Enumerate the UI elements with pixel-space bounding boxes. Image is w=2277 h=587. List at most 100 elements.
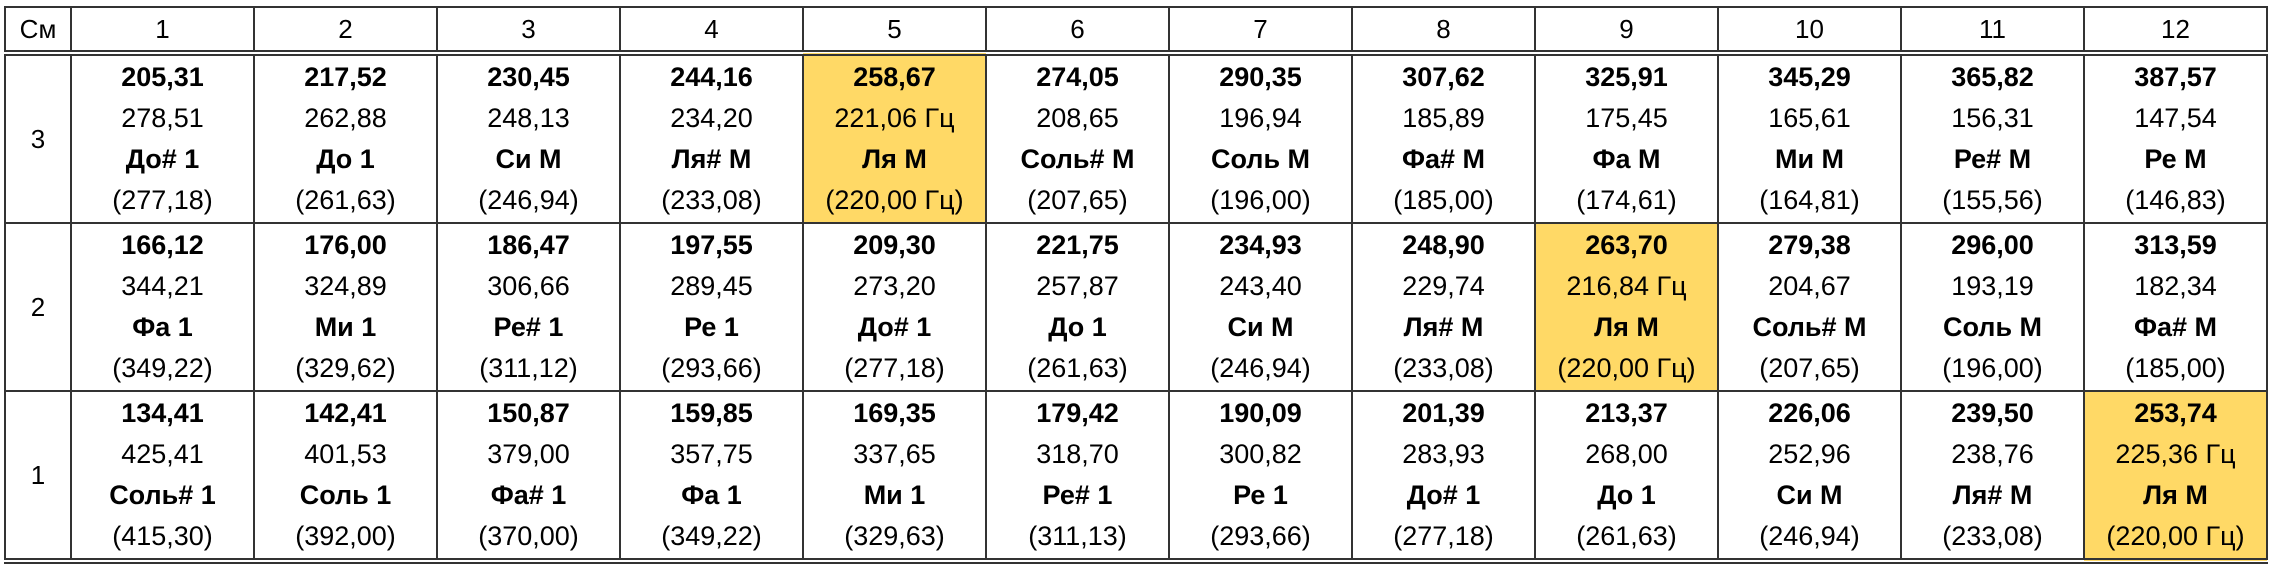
cell-line: 248,13 <box>487 103 570 133</box>
row-label: 2 <box>4 222 72 392</box>
cell-line: Ля# М <box>1952 480 2033 510</box>
cell-line: (293,66) <box>661 353 762 383</box>
cell: 205,31 278,51 До# 1 (277,18) <box>70 52 255 224</box>
cell-line: (220,00 Гц) <box>1557 353 1696 383</box>
cell-line: До 1 <box>1048 312 1107 342</box>
cell: 290,35 196,94 Соль М (196,00) <box>1168 52 1353 224</box>
cell-line: (293,66) <box>1210 521 1311 551</box>
cell-line: 186,47 <box>487 230 570 260</box>
cell: 209,30 273,20 До# 1 (277,18) <box>802 222 987 392</box>
cell-line: 268,00 <box>1585 439 1668 469</box>
cell-line: (415,30) <box>112 521 213 551</box>
cell-line: 182,34 <box>2134 271 2217 301</box>
column-header: 12 <box>2083 6 2268 54</box>
cell-line: 243,40 <box>1219 271 1302 301</box>
cell-line: Си М <box>1776 480 1843 510</box>
cell-line: (233,08) <box>1942 521 2043 551</box>
cell: 150,87 379,00 Фа# 1 (370,00) <box>436 390 621 562</box>
cell: 213,37 268,00 До 1 (261,63) <box>1534 390 1719 562</box>
cell: 296,00 193,19 Соль М (196,00) <box>1900 222 2085 392</box>
cell-line: 179,42 <box>1036 398 1119 428</box>
cell-line: (370,00) <box>478 521 579 551</box>
column-header: 1 <box>70 6 255 54</box>
cell-line: Си М <box>495 144 562 174</box>
cell-line: 273,20 <box>853 271 936 301</box>
column-header: 7 <box>1168 6 1353 54</box>
cell-line: Соль# 1 <box>109 480 216 510</box>
cell-line: Ля# М <box>1403 312 1484 342</box>
frequency-table: См 1 2 3 4 5 6 7 8 9 10 11 12 3 205,31 278,51 До# 1 (277… <box>4 6 2268 564</box>
cell-line: 262,88 <box>304 103 387 133</box>
column-header: 4 <box>619 6 804 54</box>
cell-line: 142,41 <box>304 398 387 428</box>
cell: 226,06 252,96 Си М (246,94) <box>1717 390 1902 562</box>
cell-line: 253,74 <box>2134 398 2217 428</box>
cell-line: 221,06 Гц <box>834 103 955 133</box>
cell-line: (349,22) <box>661 521 762 551</box>
cell-line: 221,75 <box>1036 230 1119 260</box>
cell-line: 365,82 <box>1951 62 2034 92</box>
cell-line: 337,65 <box>853 439 936 469</box>
cell-line: 252,96 <box>1768 439 1851 469</box>
cell: 230,45 248,13 Си М (246,94) <box>436 52 621 224</box>
cell-line: (233,08) <box>1393 353 1494 383</box>
cell: 274,05 208,65 Соль# М (207,65) <box>985 52 1170 224</box>
cell-line: 204,67 <box>1768 271 1851 301</box>
cell: 279,38 204,67 Соль# М (207,65) <box>1717 222 1902 392</box>
column-header: 3 <box>436 6 621 54</box>
cell: 307,62 185,89 Фа# М (185,00) <box>1351 52 1536 224</box>
cell-line: (261,63) <box>295 185 396 215</box>
cell-line: 401,53 <box>304 439 387 469</box>
cell-line: (277,18) <box>112 185 213 215</box>
cell-line: (155,56) <box>1942 185 2043 215</box>
cell: 258,67 221,06 Гц Ля М (220,00 Гц) <box>802 52 987 224</box>
cell-line: Фа 1 <box>132 312 193 342</box>
cell-line: 344,21 <box>121 271 204 301</box>
cell-line: 205,31 <box>121 62 204 92</box>
cell: 234,93 243,40 Си М (246,94) <box>1168 222 1353 392</box>
cell: 190,09 300,82 Ре 1 (293,66) <box>1168 390 1353 562</box>
column-header: 5 <box>802 6 987 54</box>
column-header: 2 <box>253 6 438 54</box>
cell-line: 166,12 <box>121 230 204 260</box>
column-header: 8 <box>1351 6 1536 54</box>
cell-line: 274,05 <box>1036 62 1119 92</box>
cell-line: 238,76 <box>1951 439 2034 469</box>
cell-line: 244,16 <box>670 62 753 92</box>
cell-line: До# 1 <box>1406 480 1481 510</box>
cell-line: (329,63) <box>844 521 945 551</box>
cell: 159,85 357,75 Фа 1 (349,22) <box>619 390 804 562</box>
cell-line: 258,67 <box>853 62 936 92</box>
cell-line: Ля М <box>1594 312 1659 342</box>
cell-line: (164,81) <box>1759 185 1860 215</box>
cell: 244,16 234,20 Ля# М (233,08) <box>619 52 804 224</box>
cell-line: 230,45 <box>487 62 570 92</box>
cell-line: 134,41 <box>121 398 204 428</box>
cell-line: 318,70 <box>1036 439 1119 469</box>
cell-line: (392,00) <box>295 521 396 551</box>
cell-line: 379,00 <box>487 439 570 469</box>
cell: 263,70 216,84 Гц Ля М (220,00 Гц) <box>1534 222 1719 392</box>
cell-line: 290,35 <box>1219 62 1302 92</box>
cell-line: 165,61 <box>1768 103 1851 133</box>
cell-line: Ми 1 <box>863 480 926 510</box>
cell-line: 150,87 <box>487 398 570 428</box>
column-header: 10 <box>1717 6 1902 54</box>
cell-line: (146,83) <box>2125 185 2226 215</box>
cell-line: (349,22) <box>112 353 213 383</box>
cell-line: Соль М <box>1942 312 2043 342</box>
cell-line: 307,62 <box>1402 62 1485 92</box>
cell: 313,59 182,34 Фа# М (185,00) <box>2083 222 2268 392</box>
cell-line: 234,20 <box>670 103 753 133</box>
cell-line: (261,63) <box>1576 521 1677 551</box>
cell-line: Ре 1 <box>1233 480 1288 510</box>
cell-line: 345,29 <box>1768 62 1851 92</box>
cell-line: Ре# 1 <box>1042 480 1113 510</box>
cell: 217,52 262,88 До 1 (261,63) <box>253 52 438 224</box>
cell-line: 147,54 <box>2134 103 2217 133</box>
cell-line: (185,00) <box>2125 353 2226 383</box>
cell-line: (233,08) <box>661 185 762 215</box>
cell-line: Ми 1 <box>314 312 377 342</box>
cell-line: Ре# 1 <box>493 312 564 342</box>
cell: 345,29 165,61 Ми М (164,81) <box>1717 52 1902 224</box>
